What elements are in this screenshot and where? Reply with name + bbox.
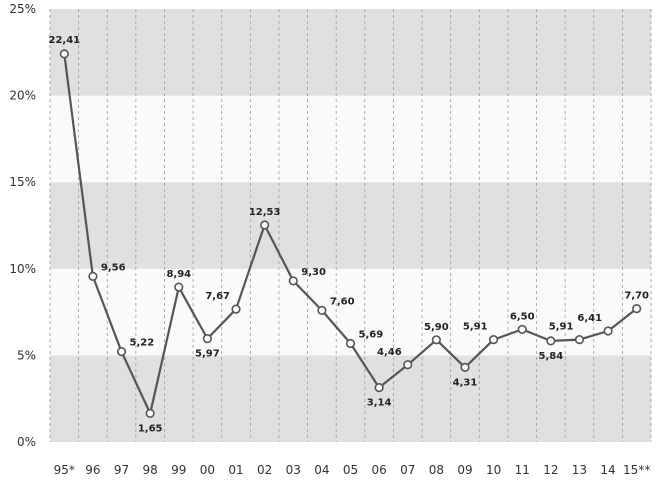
data-label: 7,60 bbox=[330, 296, 355, 307]
x-tick-label: 06 bbox=[371, 463, 386, 477]
vertical-gridlines bbox=[49, 9, 652, 442]
data-point bbox=[632, 304, 642, 314]
background-bands bbox=[50, 9, 651, 442]
data-label: 5,69 bbox=[359, 329, 384, 340]
x-tick-label: 11 bbox=[515, 463, 530, 477]
data-point bbox=[374, 383, 384, 393]
x-tick-label: 05 bbox=[343, 463, 358, 477]
data-point bbox=[431, 335, 441, 345]
data-point bbox=[174, 282, 184, 292]
data-label: 22,41 bbox=[48, 35, 80, 46]
x-tick-label: 09 bbox=[457, 463, 472, 477]
data-label: 5,91 bbox=[549, 322, 574, 333]
x-tick-label: 99 bbox=[171, 463, 186, 477]
data-label: 12,53 bbox=[249, 207, 281, 218]
data-point bbox=[116, 346, 127, 357]
data-label: 7,70 bbox=[624, 291, 649, 302]
data-label: 6,41 bbox=[577, 313, 602, 324]
x-tick-label: 03 bbox=[286, 463, 301, 477]
data-label: 6,50 bbox=[510, 311, 535, 322]
data-point bbox=[145, 408, 155, 419]
x-tick-label: 10 bbox=[486, 463, 501, 477]
x-tick-label: 13 bbox=[572, 463, 587, 477]
x-tick-label: 00 bbox=[200, 463, 215, 477]
data-point bbox=[88, 271, 98, 282]
data-label: 5,90 bbox=[424, 322, 449, 333]
data-label: 5,91 bbox=[463, 322, 488, 333]
data-point bbox=[574, 335, 585, 345]
y-tick-label: 0% bbox=[17, 435, 36, 449]
data-point bbox=[202, 333, 213, 344]
x-tick-label: 08 bbox=[429, 463, 444, 477]
data-point bbox=[317, 305, 327, 315]
x-tick-label: 98 bbox=[143, 463, 158, 477]
background-band bbox=[50, 355, 651, 442]
x-tick-label: 96 bbox=[85, 463, 100, 477]
data-label: 5,97 bbox=[195, 349, 220, 360]
x-axis-tick-labels: 95* 96 97 98 99 00 01 02 03 04 05 06 07 08 09 10 11 12 13 1… bbox=[54, 463, 651, 477]
data-point bbox=[546, 336, 556, 346]
data-labels: 22,41 9,56 5,22 1,65 8,94 5,97 7,67 12,53 9,30 7,… bbox=[48, 35, 649, 435]
data-label: 9,30 bbox=[301, 267, 326, 278]
data-label: 8,94 bbox=[166, 269, 191, 280]
y-tick-label: 15% bbox=[9, 175, 36, 189]
data-point bbox=[231, 304, 241, 314]
data-point bbox=[488, 335, 499, 345]
data-point bbox=[260, 220, 270, 230]
data-points bbox=[59, 49, 642, 419]
y-axis-tick-labels: 0% 5% 10% 15% 20% 25% bbox=[9, 2, 36, 449]
x-tick-label: 14 bbox=[600, 463, 615, 477]
data-point bbox=[403, 360, 413, 370]
data-point bbox=[345, 338, 356, 349]
background-band bbox=[50, 9, 651, 96]
background-band bbox=[50, 95, 651, 183]
data-label: 5,84 bbox=[538, 351, 563, 362]
data-point bbox=[288, 276, 298, 286]
data-label: 3,14 bbox=[367, 398, 392, 409]
y-tick-label: 20% bbox=[9, 89, 36, 103]
data-label: 4,31 bbox=[453, 377, 478, 388]
data-point bbox=[603, 326, 613, 336]
background-band bbox=[50, 182, 651, 269]
y-tick-label: 10% bbox=[9, 262, 36, 276]
x-tick-label: 04 bbox=[314, 463, 329, 477]
y-tick-label: 5% bbox=[17, 348, 36, 362]
data-point bbox=[517, 324, 527, 335]
data-point bbox=[59, 49, 69, 59]
x-tick-label: 12 bbox=[543, 463, 558, 477]
x-tick-label: 01 bbox=[228, 463, 243, 477]
x-tick-label: 02 bbox=[257, 463, 272, 477]
x-tick-label: 15** bbox=[623, 463, 650, 477]
data-label: 5,22 bbox=[130, 338, 155, 349]
x-tick-label: 07 bbox=[400, 463, 415, 477]
x-tick-label: 95* bbox=[54, 463, 75, 477]
data-label: 9,56 bbox=[101, 262, 126, 273]
data-label: 1,65 bbox=[138, 423, 163, 434]
data-label: 4,46 bbox=[377, 347, 402, 358]
data-label: 7,67 bbox=[205, 291, 230, 302]
y-tick-label: 25% bbox=[9, 2, 36, 16]
data-point bbox=[460, 362, 470, 372]
x-tick-label: 97 bbox=[114, 463, 129, 477]
